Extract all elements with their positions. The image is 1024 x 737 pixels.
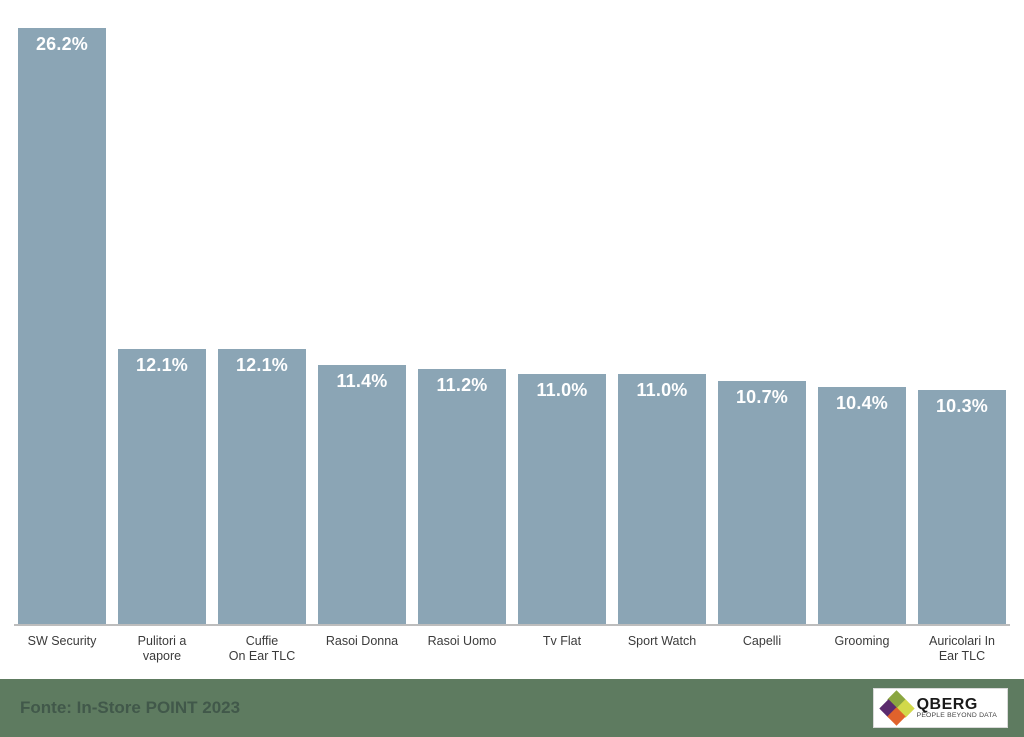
x-axis-label: Sport Watch <box>618 634 706 665</box>
bar: 12.1% <box>218 349 306 624</box>
bar-value-label: 11.2% <box>418 375 506 396</box>
bar-value-label: 11.0% <box>618 380 706 401</box>
x-axis-label: Cuffie On Ear TLC <box>218 634 306 665</box>
bar-value-label: 12.1% <box>118 355 206 376</box>
bar-wrap: 10.3% <box>918 10 1006 624</box>
bar: 10.7% <box>718 381 806 624</box>
bar-wrap: 26.2% <box>18 10 106 624</box>
bar: 26.2% <box>18 28 106 624</box>
bar-wrap: 11.0% <box>618 10 706 624</box>
bar-wrap: 11.0% <box>518 10 606 624</box>
x-axis-label: Grooming <box>818 634 906 665</box>
bar-wrap: 11.4% <box>318 10 406 624</box>
bar-value-label: 11.0% <box>518 380 606 401</box>
bar: 10.3% <box>918 390 1006 624</box>
bar: 11.2% <box>418 369 506 624</box>
bar-value-label: 12.1% <box>218 355 306 376</box>
chart-frame: 26.2% 12.1% 12.1% 11.4% 11.2% 11.0% 11.0% 10.7%… <box>0 0 1024 737</box>
logo-name: QBERG <box>917 697 997 713</box>
bar-value-label: 26.2% <box>18 34 106 55</box>
x-axis-label: Auricolari In Ear TLC <box>918 634 1006 665</box>
logo-tagline: PEOPLE BEYOND DATA <box>917 713 997 720</box>
bar: 11.4% <box>318 365 406 624</box>
x-axis-label: Pulitori a vapore <box>118 634 206 665</box>
qberg-logo: QBERG PEOPLE BEYOND DATA <box>873 688 1008 728</box>
bar-wrap: 11.2% <box>418 10 506 624</box>
bar: 12.1% <box>118 349 206 624</box>
x-axis-label: SW Security <box>18 634 106 665</box>
bar-wrap: 10.7% <box>718 10 806 624</box>
x-axis-label: Tv Flat <box>518 634 606 665</box>
x-axis-label: Rasoi Donna <box>318 634 406 665</box>
x-axis-label: Capelli <box>718 634 806 665</box>
bar-value-label: 10.3% <box>918 396 1006 417</box>
x-axis-label: Rasoi Uomo <box>418 634 506 665</box>
bar-value-label: 10.4% <box>818 393 906 414</box>
bar-wrap: 10.4% <box>818 10 906 624</box>
bar-value-label: 11.4% <box>318 371 406 392</box>
bar: 10.4% <box>818 387 906 623</box>
bar: 11.0% <box>618 374 706 624</box>
bar-value-label: 10.7% <box>718 387 806 408</box>
bar-plot: 26.2% 12.1% 12.1% 11.4% 11.2% 11.0% 11.0% 10.7%… <box>14 10 1010 626</box>
footer-bar: Fonte: In-Store POINT 2023 QBERG PEOPLE … <box>0 679 1024 737</box>
bar-wrap: 12.1% <box>118 10 206 624</box>
chart-area: 26.2% 12.1% 12.1% 11.4% 11.2% 11.0% 11.0% 10.7%… <box>0 0 1024 679</box>
qberg-logo-mark <box>884 695 910 721</box>
bar-wrap: 12.1% <box>218 10 306 624</box>
source-text: Fonte: In-Store POINT 2023 <box>20 698 240 718</box>
x-axis-labels: SW Security Pulitori a vapore Cuffie On Ea… <box>14 626 1010 679</box>
qberg-logo-text: QBERG PEOPLE BEYOND DATA <box>917 697 997 720</box>
bar: 11.0% <box>518 374 606 624</box>
